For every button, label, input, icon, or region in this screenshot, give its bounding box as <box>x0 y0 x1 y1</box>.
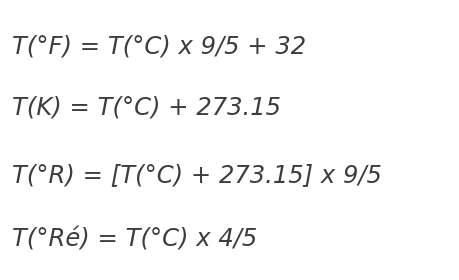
Text: T(°Ré) = T(°C) x 4/5: T(°Ré) = T(°C) x 4/5 <box>11 227 256 251</box>
Text: T(°F) = T(°C) x 9/5 + 32: T(°F) = T(°C) x 9/5 + 32 <box>11 34 305 58</box>
Text: T(°R) = [T(°C) + 273.15] x 9/5: T(°R) = [T(°C) + 273.15] x 9/5 <box>11 163 381 187</box>
Text: T(K) = T(°C) + 273.15: T(K) = T(°C) + 273.15 <box>11 96 280 120</box>
